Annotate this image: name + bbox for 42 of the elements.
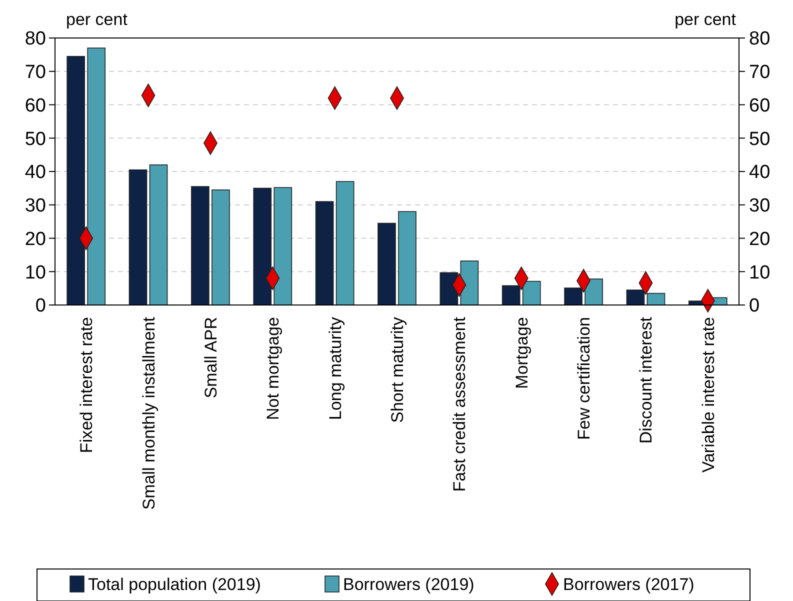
x-tick-label: Discount interest [636, 316, 656, 444]
x-tick-label: Small monthly installment [139, 316, 158, 510]
x-tick-label: Short maturity [388, 316, 407, 423]
bar [315, 201, 334, 306]
x-tick-label: Not mortgage [264, 317, 283, 420]
bar [398, 211, 416, 306]
y2-tick-label: 0 [749, 296, 760, 317]
y-tick-label: 80 [24, 28, 46, 50]
x-tick-label: Small APR [201, 317, 220, 398]
legend-label: Total population (2019) [88, 574, 261, 594]
y-tick-label: 70 [24, 62, 46, 84]
x-tick-label: Long maturity [326, 316, 345, 420]
x-tick-label: Fixed interest rate [77, 317, 96, 454]
bar [212, 189, 230, 306]
y-tick-label: 10 [24, 262, 46, 284]
y2-tick-label: 10 [749, 262, 770, 284]
legend-label: Borrowers (2019) [343, 574, 474, 594]
y2-tick-label: 80 [749, 28, 770, 50]
y-tick-label: 40 [24, 162, 46, 184]
y-tick-label: 60 [24, 95, 46, 116]
y2-tick-label: 70 [749, 62, 770, 84]
x-tick-label: Few certification [574, 317, 594, 440]
bar [378, 222, 396, 306]
x-tick-label: Variable interest rate [698, 317, 718, 473]
x-tick-label: Fast credit assessment [450, 316, 470, 492]
y-axis-title: per cent [66, 10, 128, 29]
y2-axis-title: per cent [674, 10, 736, 29]
y-tick-label: 20 [24, 228, 46, 250]
y2-tick-label: 30 [749, 196, 770, 217]
y2-tick-label: 50 [749, 128, 770, 150]
bar [336, 181, 354, 306]
bar [149, 164, 168, 306]
y-tick-label: 0 [35, 296, 46, 317]
bar [128, 169, 148, 306]
y2-tick-label: 60 [749, 95, 770, 116]
y-tick-label: 50 [24, 128, 46, 150]
y2-tick-label: 40 [749, 162, 770, 184]
legend-label: Borrowers (2017) [563, 574, 694, 594]
x-tick-label: Mortgage [512, 317, 532, 389]
y2-tick-label: 20 [749, 228, 770, 250]
bar [191, 186, 210, 306]
y-tick-label: 30 [24, 196, 46, 217]
